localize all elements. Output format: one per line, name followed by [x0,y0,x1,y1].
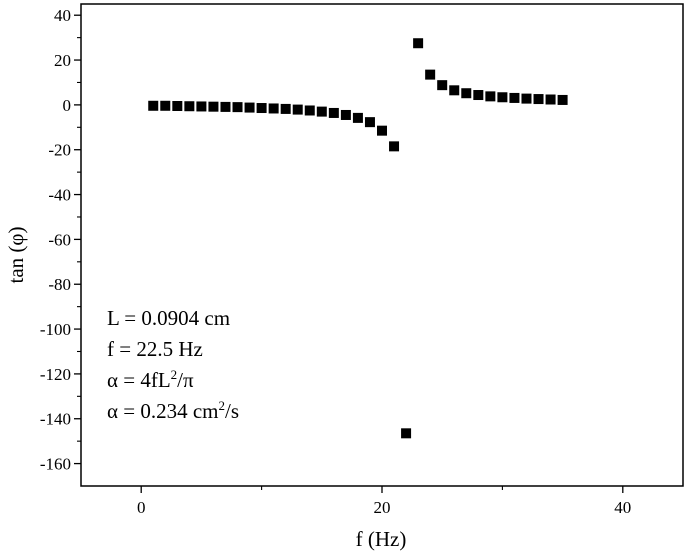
y-tick-label: -120 [40,365,71,384]
data-point [437,80,448,91]
y-tick-label: -140 [40,410,71,429]
data-point [220,101,231,112]
y-axis-ticks: 40 20 0 -20 -40 -60 -80 -100 -120 -140 -160 [40,6,81,474]
data-point [364,117,375,128]
data-point [292,104,303,115]
data-point [449,85,460,96]
data-point [485,91,496,102]
data-point [401,428,412,439]
annotation-alpha-formula: α = 4fL2/π [107,367,194,392]
y-tick-label: -100 [40,320,71,339]
y-tick-label: -80 [48,275,71,294]
x-tick-label: 20 [374,498,391,517]
data-point [208,101,219,112]
data-point [316,106,327,117]
data-point [389,141,400,152]
data-point [148,100,159,111]
data-points [148,38,568,439]
data-point [172,101,183,112]
y-tick-label: -40 [48,186,71,205]
data-point [304,105,315,116]
y-tick-label: -20 [48,141,71,160]
y-tick-label: 20 [54,51,71,70]
y-tick-label: 40 [54,6,71,25]
y-axis-title: tan (φ) [4,226,28,283]
data-point [425,69,436,80]
y-tick-label: -60 [48,230,71,249]
data-point [521,93,532,104]
x-tick-label: 40 [614,498,631,517]
y-tick-label: 0 [63,96,72,115]
data-point [533,94,544,105]
annotation-alpha-value: α = 0.234 cm2/s [107,398,239,423]
data-point [280,103,291,114]
data-point [232,102,243,113]
annotation-frequency: f = 22.5 Hz [107,337,203,361]
x-tick-label: 0 [137,498,146,517]
data-point [473,90,484,101]
data-point [184,101,195,112]
data-point [256,103,267,114]
data-point [268,103,279,114]
data-point [160,100,171,111]
x-axis-ticks: 0 20 40 [137,486,631,517]
y-tick-label: -160 [40,455,71,474]
data-point [244,102,255,113]
data-point [377,125,387,136]
data-point [557,94,568,105]
data-point [413,38,424,49]
data-point [545,94,556,105]
x-axis-title: f (Hz) [356,527,407,551]
data-point [340,109,351,120]
data-point [497,92,508,103]
data-point [328,107,339,118]
data-point [196,101,207,112]
data-point [461,88,472,99]
annotation-length: L = 0.0904 cm [107,306,230,330]
annotation-block: L = 0.0904 cm f = 22.5 Hz α = 4fL2/π α =… [107,306,239,423]
data-point [352,112,363,123]
data-point [509,92,520,103]
